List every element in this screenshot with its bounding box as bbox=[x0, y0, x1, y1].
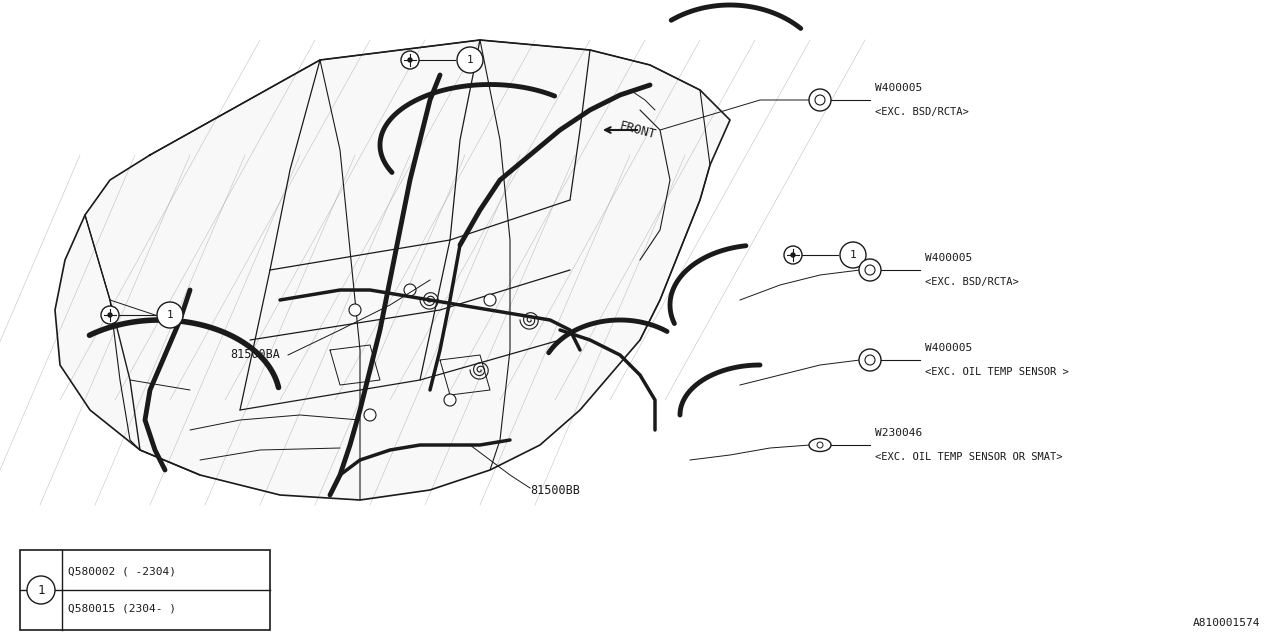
Text: A810001574: A810001574 bbox=[1193, 618, 1260, 628]
Text: <EXC. BSD/RCTA>: <EXC. BSD/RCTA> bbox=[876, 107, 969, 117]
Bar bbox=[20, 550, 270, 630]
Circle shape bbox=[809, 89, 831, 111]
Circle shape bbox=[840, 242, 867, 268]
Circle shape bbox=[815, 95, 826, 105]
Text: 1: 1 bbox=[37, 584, 45, 596]
Circle shape bbox=[408, 58, 412, 62]
Circle shape bbox=[108, 313, 113, 317]
Circle shape bbox=[27, 576, 55, 604]
Circle shape bbox=[783, 246, 803, 264]
Text: <EXC. OIL TEMP SENSOR OR SMAT>: <EXC. OIL TEMP SENSOR OR SMAT> bbox=[876, 452, 1062, 462]
Text: Q580015 (2304- ): Q580015 (2304- ) bbox=[68, 604, 177, 613]
Text: W400005: W400005 bbox=[925, 343, 973, 353]
Circle shape bbox=[101, 306, 119, 324]
Text: 81500BB: 81500BB bbox=[530, 483, 580, 497]
Circle shape bbox=[865, 265, 876, 275]
Circle shape bbox=[859, 259, 881, 281]
Circle shape bbox=[444, 394, 456, 406]
Text: 1: 1 bbox=[467, 55, 474, 65]
Text: W400005: W400005 bbox=[925, 253, 973, 263]
Text: <EXC. BSD/RCTA>: <EXC. BSD/RCTA> bbox=[925, 277, 1019, 287]
Text: 1: 1 bbox=[850, 250, 856, 260]
Text: Q580002 ( -2304): Q580002 ( -2304) bbox=[68, 566, 177, 577]
Text: <EXC. OIL TEMP SENSOR >: <EXC. OIL TEMP SENSOR > bbox=[925, 367, 1069, 377]
Text: FRONT: FRONT bbox=[618, 119, 658, 141]
Circle shape bbox=[364, 409, 376, 421]
Circle shape bbox=[791, 253, 795, 257]
Circle shape bbox=[157, 302, 183, 328]
Circle shape bbox=[404, 284, 416, 296]
Polygon shape bbox=[55, 40, 730, 500]
Text: 81500BA: 81500BA bbox=[230, 349, 280, 362]
Circle shape bbox=[401, 51, 419, 69]
Text: W400005: W400005 bbox=[876, 83, 923, 93]
Circle shape bbox=[817, 442, 823, 448]
Circle shape bbox=[349, 304, 361, 316]
Circle shape bbox=[865, 355, 876, 365]
Text: W230046: W230046 bbox=[876, 428, 923, 438]
Circle shape bbox=[457, 47, 483, 73]
Text: 1: 1 bbox=[166, 310, 173, 320]
Circle shape bbox=[859, 349, 881, 371]
Circle shape bbox=[484, 294, 497, 306]
Ellipse shape bbox=[809, 438, 831, 451]
